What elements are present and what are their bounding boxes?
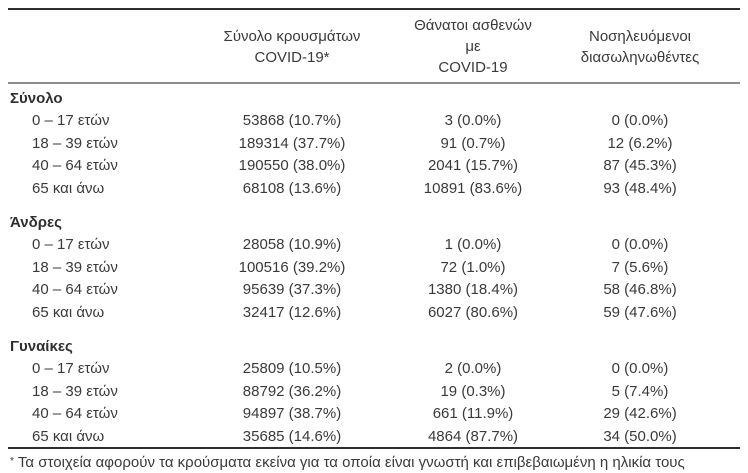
table-header: Σύνολο κρουσμάτων COVID-19* Θάνατοι ασθε… [8,9,740,84]
intubated-cell: 0 (0.0%) [611,360,669,378]
row-label: 18 – 39 ετών [32,134,118,152]
intubated-cell: 59 (47.6%) [603,303,677,321]
cases-cell: 100516 (39.2%) [238,258,346,276]
intubated-cell: 34 (50.0%) [603,427,677,445]
cases-cell: 25809 (10.5%) [242,360,342,378]
deaths-cell: 4864 (87.7%) [427,427,519,445]
footnote-text: Τα στοιχεία αφορούν τα κρούσματα εκείνα … [17,453,685,471]
intubated-cell: 0 (0.0%) [611,112,669,130]
deaths-cell: 2 (0.0%) [444,360,502,378]
deaths-cell: 91 (0.7%) [440,134,506,152]
deaths-cell: 72 (1.0%) [440,258,506,276]
intubated-cell: 87 (45.3%) [603,157,677,175]
cases-cell: 189314 (37.7%) [238,134,346,152]
col-header-deaths: Θάνατοι ασθενών με COVID-19 [406,9,540,84]
table-row: 0 – 17 ετών 28058 (10.9%) 1 (0.0%) 0 (0.… [8,233,740,256]
cases-cell: 35685 (14.6%) [242,427,342,445]
deaths-cell: 1 (0.0%) [444,236,502,254]
table-row: 0 – 17 ετών 25809 (10.5%) 2 (0.0%) 0 (0.… [8,357,740,380]
col-header-intubated: Νοσηλευόμενοι διασωληνωθέντες [540,9,740,84]
row-label: 18 – 39 ετών [32,382,118,400]
intubated-cell: 58 (46.8%) [603,281,677,299]
table-row: 0 – 17 ετών 53868 (10.7%) 3 (0.0%) 0 (0.… [8,109,740,132]
row-label: 40 – 64 ετών [32,405,118,423]
deaths-cell: 2041 (15.7%) [427,157,519,175]
col-header-empty [8,9,178,84]
row-label: 65 και άνω [32,179,105,197]
intubated-cell: 0 (0.0%) [611,236,669,254]
group-label: Γυναίκες [10,338,73,355]
deaths-cell: 1380 (18.4%) [427,281,519,299]
table-row: 40 – 64 ετών 190550 (38.0%) 2041 (15.7%)… [8,154,740,177]
cases-cell: 53868 (10.7%) [242,112,342,130]
group-header-men: Άνδρες [8,199,740,233]
cases-cell: 32417 (12.6%) [242,303,342,321]
deaths-cell: 6027 (80.6%) [427,303,519,321]
row-label: 65 και άνω [32,303,105,321]
row-label: 65 και άνω [32,427,105,445]
cases-cell: 68108 (13.6%) [242,179,342,197]
intubated-cell: 29 (42.6%) [603,405,677,423]
cases-cell: 88792 (36.2%) [242,382,342,400]
row-label: 0 – 17 ετών [32,112,110,130]
table-row: 65 και άνω 35685 (14.6%) 4864 (87.7%) 34… [8,425,740,448]
deaths-cell: 3 (0.0%) [444,112,502,130]
intubated-cell: 12 (6.2%) [607,134,673,152]
header-row: Σύνολο κρουσμάτων COVID-19* Θάνατοι ασθε… [8,9,740,84]
covid-stats-table-container: Σύνολο κρουσμάτων COVID-19* Θάνατοι ασθε… [8,8,740,473]
row-label: 0 – 17 ετών [32,236,110,254]
table-footnote: * Τα στοιχεία αφορούν τα κρούσματα εκείνα… [8,453,740,473]
table-row: 18 – 39 ετών 189314 (37.7%) 91 (0.7%) 12… [8,132,740,155]
group-header-women: Γυναίκες [8,323,740,357]
table-body: Σύνολο 0 – 17 ετών 53868 (10.7%) 3 (0.0%… [8,83,740,448]
group-label: Σύνολο [10,90,63,107]
footnote-asterisk: * [10,455,14,467]
table-row: 40 – 64 ετών 95639 (37.3%) 1380 (18.4%) … [8,278,740,301]
table-row: 65 και άνω 32417 (12.6%) 6027 (80.6%) 59… [8,301,740,324]
table-row: 65 και άνω 68108 (13.6%) 10891 (83.6%) 9… [8,177,740,200]
cases-cell: 94897 (38.7%) [242,405,342,423]
row-label: 40 – 64 ετών [32,281,118,299]
table-row: 18 – 39 ετών 88792 (36.2%) 19 (0.3%) 5 (… [8,380,740,403]
row-label: 40 – 64 ετών [32,157,118,175]
covid-stats-table: Σύνολο κρουσμάτων COVID-19* Θάνατοι ασθε… [8,8,740,449]
row-label: 18 – 39 ετών [32,258,118,276]
deaths-cell: 661 (11.9%) [432,405,514,423]
cases-cell: 95639 (37.3%) [242,281,342,299]
table-row: 18 – 39 ετών 100516 (39.2%) 72 (1.0%) 7 … [8,256,740,279]
cases-cell: 190550 (38.0%) [238,157,346,175]
deaths-cell: 10891 (83.6%) [423,179,523,197]
intubated-cell: 7 (5.6%) [611,258,669,276]
intubated-cell: 93 (48.4%) [603,179,677,197]
deaths-cell: 19 (0.3%) [440,382,506,400]
cases-cell: 28058 (10.9%) [242,236,342,254]
col-header-total-cases: Σύνολο κρουσμάτων COVID-19* [178,9,406,84]
group-header-total: Σύνολο [8,83,740,109]
row-label: 0 – 17 ετών [32,360,110,378]
group-label: Άνδρες [10,214,62,231]
table-row: 40 – 64 ετών 94897 (38.7%) 661 (11.9%) 2… [8,402,740,425]
intubated-cell: 5 (7.4%) [611,382,669,400]
